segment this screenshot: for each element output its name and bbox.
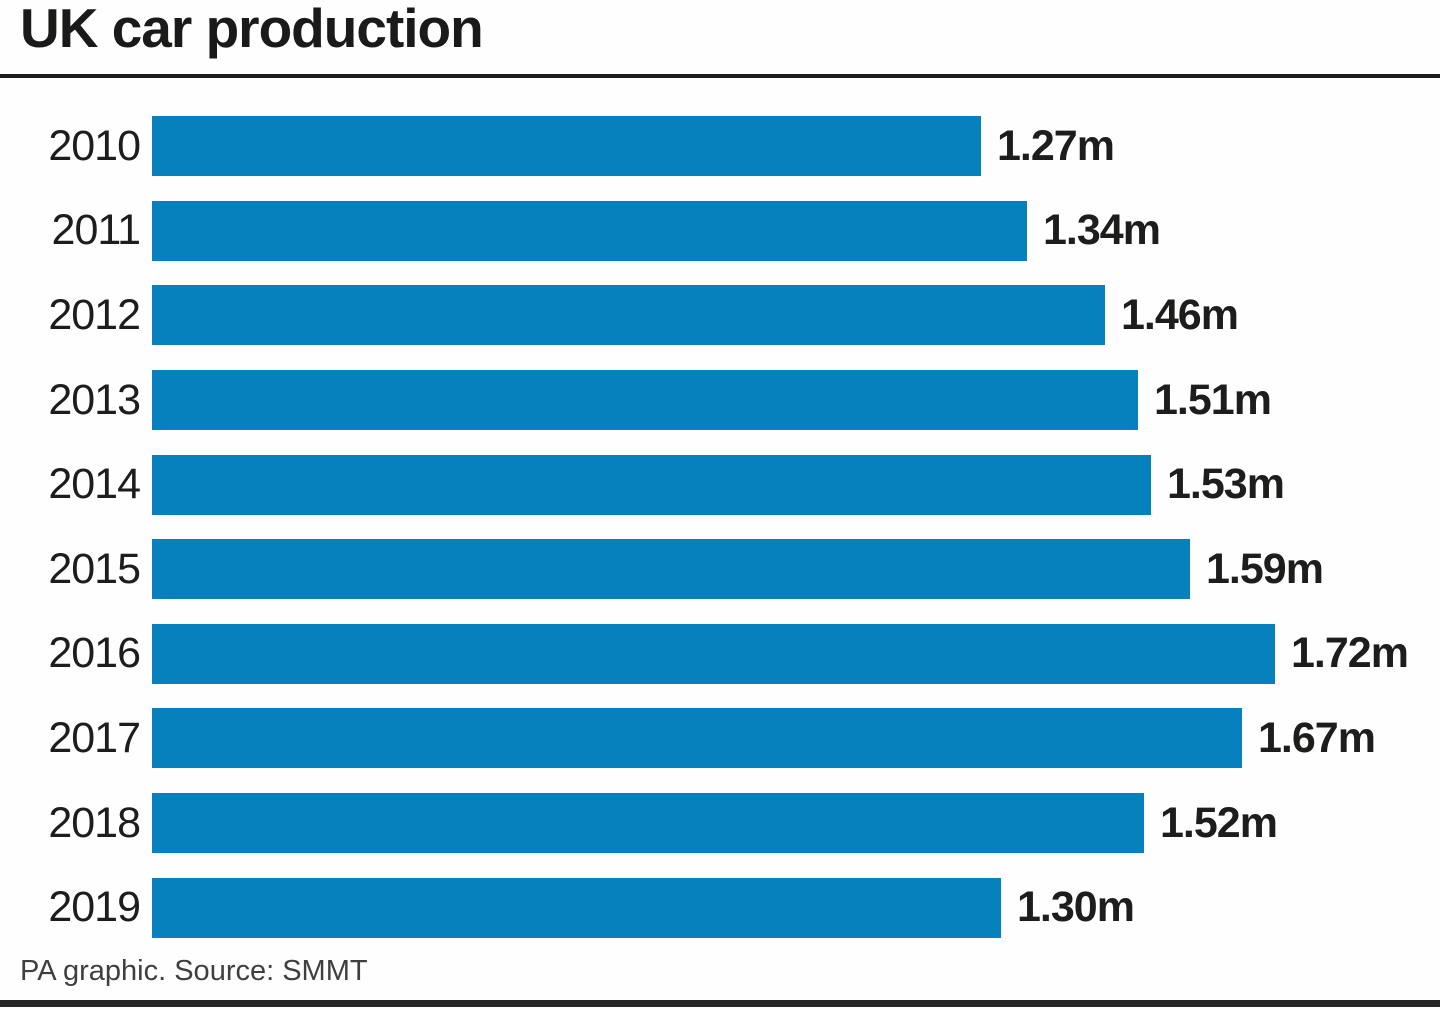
bar	[152, 623, 1275, 684]
bar	[152, 539, 1190, 600]
title-divider-rule	[0, 74, 1440, 78]
year-label: 2014	[48, 460, 141, 509]
value-label: 1.52m	[1160, 798, 1278, 847]
chart-row: 2012 1.46m	[0, 273, 1440, 358]
year-label: 2018	[48, 798, 141, 847]
value-label: 1.72m	[1291, 629, 1409, 678]
chart-row: 2015 1.59m	[0, 527, 1440, 612]
year-label: 2015	[48, 544, 141, 593]
chart-row: 2011 1.34m	[0, 189, 1440, 274]
bar-chart: 2010 1.27m 2011 1.34m 2012 1.46m 2013 1.51m 2014…	[0, 104, 1440, 950]
value-label: 1.27m	[997, 121, 1115, 170]
value-label: 1.53m	[1167, 460, 1285, 509]
value-label: 1.46m	[1121, 290, 1239, 339]
year-label: 2017	[48, 713, 141, 762]
year-label: 2011	[51, 206, 141, 255]
chart-row: 2010 1.27m	[0, 104, 1440, 189]
year-label: 2012	[48, 290, 141, 339]
bar	[152, 454, 1151, 515]
bar	[152, 116, 981, 177]
value-label: 1.30m	[1017, 883, 1135, 932]
chart-row: 2019 1.30m	[0, 865, 1440, 950]
chart-row: 2014 1.53m	[0, 442, 1440, 527]
year-label: 2010	[48, 121, 141, 170]
bar	[152, 370, 1138, 431]
chart-row: 2016 1.72m	[0, 612, 1440, 697]
chart-row: 2017 1.67m	[0, 696, 1440, 781]
bar	[152, 285, 1105, 346]
value-label: 1.34m	[1043, 206, 1161, 255]
bar	[152, 793, 1144, 854]
year-label: 2016	[48, 629, 141, 678]
bar	[152, 200, 1027, 261]
bar	[152, 708, 1242, 769]
value-label: 1.51m	[1154, 375, 1272, 424]
year-label: 2019	[48, 883, 141, 932]
bottom-border-rule	[0, 1000, 1440, 1007]
value-label: 1.67m	[1258, 713, 1376, 762]
chart-row: 2018 1.52m	[0, 781, 1440, 866]
bar	[152, 877, 1001, 938]
chart-row: 2013 1.51m	[0, 358, 1440, 443]
chart-title: UK car production	[20, 0, 484, 59]
source-credit: PA graphic. Source: SMMT	[20, 955, 368, 987]
year-label: 2013	[48, 375, 141, 424]
value-label: 1.59m	[1206, 544, 1324, 593]
